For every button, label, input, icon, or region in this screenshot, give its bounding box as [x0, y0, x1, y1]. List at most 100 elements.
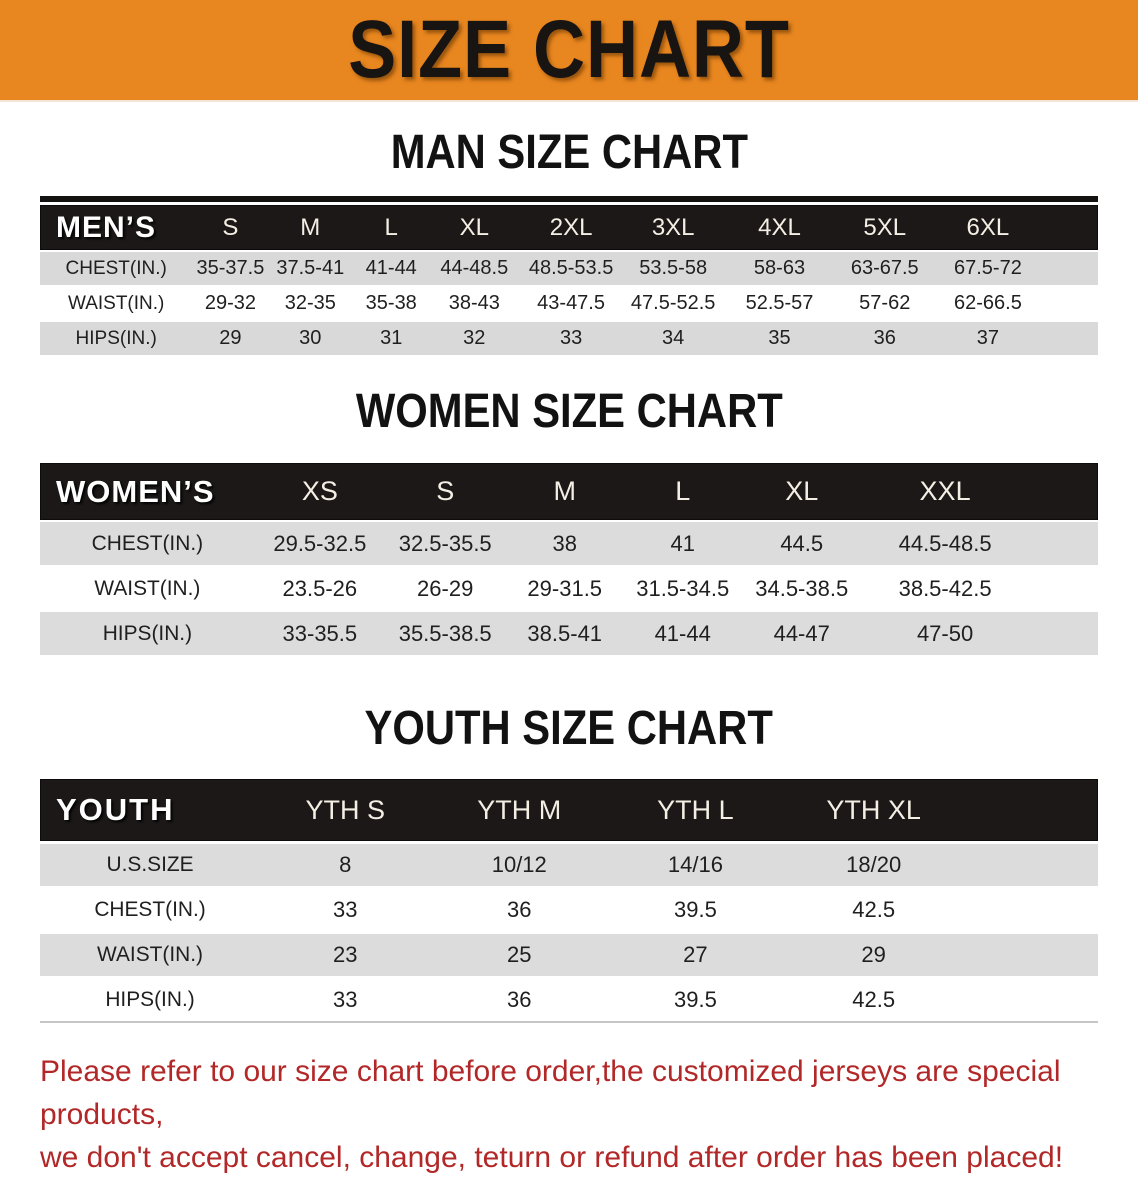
women-size-value: 44.5	[780, 530, 824, 556]
youth-size-value: 8	[339, 852, 352, 877]
men-size-column-header: 4XL	[758, 213, 801, 241]
youth-measure-label: HIPS(IN.)	[105, 988, 195, 1011]
women-size-column-header: XXL	[919, 476, 971, 506]
men-size-value: 62-66.5	[953, 292, 1022, 314]
man-section-heading: MAN SIZE CHART	[0, 129, 1138, 177]
youth-size-value: 33	[332, 897, 358, 922]
youth-size-value: 27	[683, 942, 708, 967]
size-chart-banner: SIZE CHART	[0, 0, 1138, 102]
youth-size-value: 33	[332, 987, 358, 1012]
women-size-value: 41-44	[654, 620, 711, 646]
women-size-value: 47-50	[916, 620, 974, 646]
men-size-column-header: 2XL	[549, 213, 593, 241]
women-size-column-header: S	[436, 476, 455, 506]
men-size-value: 44-48.5	[440, 257, 509, 279]
men-size-value: 63-67.5	[850, 257, 919, 279]
men-size-value: 32-35	[284, 292, 336, 314]
youth-data-row: CHEST(IN.) 33 36 39.5 42.5	[40, 889, 1098, 931]
youth-size-value: 29	[861, 942, 886, 967]
women-section-heading: WOMEN SIZE CHART	[0, 388, 1138, 436]
women-data-row: WAIST(IN.) 23.5-26 26-29 29-31.5 31.5-34.5 34…	[40, 567, 1098, 610]
women-size-value: 35.5-38.5	[398, 620, 492, 646]
men-size-column-header: 6XL	[966, 213, 1010, 241]
women-size-column-header: M	[553, 476, 576, 506]
youth-size-column-header: YTH L	[657, 794, 734, 825]
women-measure-label: HIPS(IN.)	[102, 621, 193, 645]
youth-size-value: 25	[507, 942, 532, 967]
men-size-value: 37	[976, 327, 1000, 349]
women-table-section: WOMEN’S XS S M L XL XXL CHEST(IN.) 29.5-32.5 32.5…	[0, 463, 1138, 655]
men-size-value: 35-37.5	[196, 257, 265, 279]
men-header-row: MEN’S S M L XL 2XL 3XL 4XL 5XL 6XL	[40, 205, 1098, 250]
youth-size-value: 36	[507, 897, 532, 922]
order-policy-line-1: Please refer to our size chart before or…	[40, 1055, 1061, 1131]
women-size-column-header: L	[675, 476, 691, 506]
men-size-value: 35-38	[365, 292, 417, 314]
youth-header-row: YOUTH YTH S YTH M YTH L YTH XL	[40, 779, 1098, 841]
women-data-row: CHEST(IN.) 29.5-32.5 32.5-35.5 38 41 44.5 44.5…	[40, 522, 1098, 565]
women-group-label: WOMEN’S	[56, 473, 215, 509]
men-size-value: 58-63	[753, 257, 806, 279]
order-policy-line-2: we don't accept cancel, change, teturn o…	[40, 1140, 1064, 1174]
men-measure-label: WAIST(IN.)	[67, 292, 165, 314]
men-data-row: CHEST(IN.) 35-37.5 37.5-41 41-44 44-48.5 48.5…	[40, 252, 1098, 285]
youth-size-value: 36	[507, 987, 532, 1012]
youth-measure-label: CHEST(IN.)	[94, 898, 206, 921]
women-size-chart-title: WOMEN SIZE CHART	[355, 385, 783, 438]
women-size-value: 29-31.5	[527, 575, 603, 601]
youth-size-column-header: YTH S	[305, 794, 385, 825]
men-size-value: 43-47.5	[537, 292, 605, 314]
youth-group-label: YOUTH	[56, 792, 175, 827]
men-table-topline	[40, 196, 1098, 202]
youth-data-row: WAIST(IN.) 23 25 27 29	[40, 934, 1098, 976]
youth-data-row: HIPS(IN.) 33 36 39.5 42.5	[40, 979, 1098, 1021]
men-size-value: 67.5-72	[953, 257, 1022, 279]
youth-measure-label: WAIST(IN.)	[97, 943, 204, 966]
women-size-column-header: XL	[785, 476, 819, 506]
men-size-value: 38-43	[448, 292, 500, 314]
man-size-chart-title: MAN SIZE CHART	[390, 126, 748, 179]
women-size-value: 29.5-32.5	[273, 530, 367, 556]
men-data-row: WAIST(IN.) 29-32 32-35 35-38 38-43 43-47.5 47.…	[40, 287, 1098, 320]
women-measure-label: CHEST(IN.)	[91, 531, 204, 555]
women-size-value: 38.5-42.5	[898, 575, 992, 601]
men-measure-label: HIPS(IN.)	[75, 327, 157, 349]
youth-data-row: U.S.SIZE 8 10/12 14/16 18/20	[40, 844, 1098, 886]
women-size-value: 44-47	[773, 620, 830, 646]
men-size-value: 48.5-53.5	[528, 257, 614, 279]
women-size-table: WOMEN’S XS S M L XL XXL CHEST(IN.) 29.5-32.5 32.5…	[40, 463, 1098, 655]
men-size-table: MEN’S S M L XL 2XL 3XL 4XL 5XL 6XL CHEST(IN.) 35-37…	[40, 205, 1098, 355]
men-size-value: 29	[219, 327, 242, 349]
women-size-value: 38	[552, 530, 577, 556]
youth-size-value: 39.5	[673, 987, 717, 1012]
youth-size-value: 14/16	[667, 852, 723, 877]
men-data-row: HIPS(IN.) 29 30 31 32 33 34 35 36 37	[40, 322, 1098, 355]
men-size-value: 29-32	[204, 292, 256, 314]
youth-measure-label: U.S.SIZE	[106, 853, 194, 876]
youth-size-value: 42.5	[852, 987, 896, 1012]
men-size-value: 33	[559, 327, 583, 349]
men-size-value: 35	[768, 327, 791, 349]
men-size-value: 31	[380, 327, 403, 349]
youth-table-section: YOUTH YTH S YTH M YTH L YTH XL U.S.SIZE 8 10/12…	[0, 779, 1138, 1023]
women-size-value: 33-35.5	[282, 620, 358, 646]
men-size-value: 30	[299, 327, 322, 349]
men-size-column-header: 5XL	[863, 213, 907, 241]
men-group-label: MEN’S	[56, 210, 157, 244]
men-measure-label: CHEST(IN.)	[65, 257, 167, 279]
men-size-value: 34	[662, 327, 685, 349]
women-size-value: 38.5-41	[527, 620, 603, 646]
men-size-column-header: 3XL	[651, 213, 695, 241]
order-policy-note: Please refer to our size chart before or…	[40, 1051, 1110, 1180]
men-size-value: 57-62	[859, 292, 911, 314]
men-size-value: 41-44	[365, 257, 417, 279]
men-size-column-header: XL	[459, 213, 489, 241]
women-size-column-header: XS	[301, 476, 338, 506]
women-size-value: 34.5-38.5	[755, 575, 849, 601]
women-size-value: 26-29	[417, 575, 474, 601]
youth-size-value: 18/20	[846, 852, 902, 877]
youth-size-value: 39.5	[673, 897, 717, 922]
women-size-value: 23.5-26	[282, 575, 358, 601]
men-size-value: 32	[463, 327, 486, 349]
men-size-value: 36	[873, 327, 896, 349]
